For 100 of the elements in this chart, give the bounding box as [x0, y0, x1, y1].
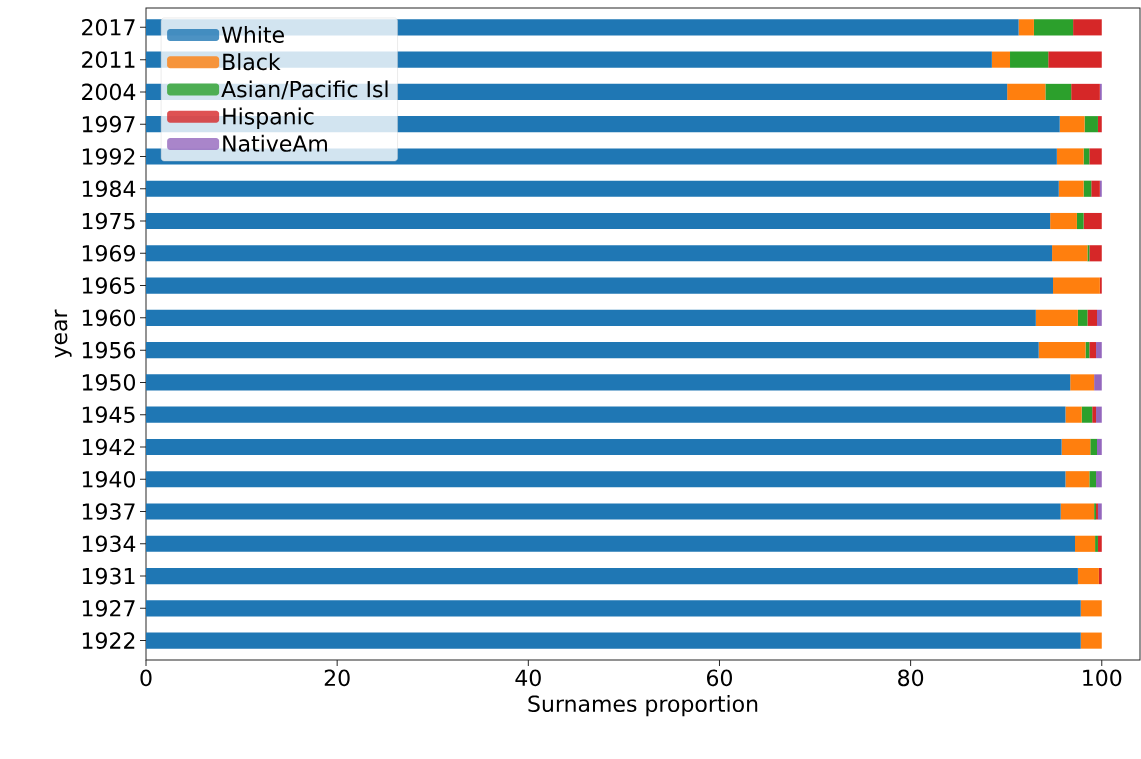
bar: [1084, 116, 1098, 133]
y-tick-label: 1942: [82, 438, 135, 456]
y-tick-label: 1940: [82, 470, 135, 488]
y-tick-label: 2011: [82, 51, 135, 68]
y-tick-label: 1984: [82, 180, 136, 198]
bar: [146, 245, 1053, 262]
bar: [1097, 503, 1102, 520]
bar: [1077, 309, 1088, 326]
bar: [1070, 374, 1095, 391]
bar: [1083, 212, 1102, 230]
x-tick-label: 0: [140, 669, 152, 687]
bar: [1059, 116, 1085, 133]
y-tick-label: 1922: [82, 632, 135, 649]
x-tick-label: 20: [324, 669, 350, 687]
x-axis-title: Surnames proportion: [528, 695, 758, 717]
bar: [146, 277, 1054, 294]
y-tick-label: 1950: [82, 374, 135, 391]
x-tick-label: 40: [515, 669, 541, 687]
bar: [1050, 212, 1077, 230]
bar: [146, 406, 1066, 423]
bar: [146, 212, 1051, 230]
bar: [1065, 471, 1090, 488]
bar: [1065, 406, 1082, 423]
bar: [1048, 51, 1102, 68]
bar: [146, 180, 1059, 197]
bar: [1096, 471, 1102, 488]
bar: [1080, 632, 1102, 649]
bar: [1097, 438, 1102, 456]
bar: [1035, 309, 1078, 326]
bar: [1097, 116, 1102, 133]
bar: [1053, 277, 1100, 294]
bar: [1061, 438, 1091, 456]
bar: [146, 600, 1081, 617]
bar: [1083, 180, 1092, 197]
bar: [1087, 309, 1097, 326]
bar: [1089, 148, 1102, 165]
bar: [1097, 309, 1102, 326]
y-tick-label: 1927: [82, 600, 135, 617]
bar: [146, 342, 1039, 359]
bar: [1033, 19, 1074, 36]
bar: [1056, 148, 1084, 165]
bar: [1010, 51, 1049, 68]
bar: [1071, 83, 1100, 100]
bar: [146, 535, 1076, 552]
y-axis-title: year: [54, 309, 72, 358]
bar: [1052, 245, 1088, 262]
bar: [1098, 568, 1102, 585]
bar: [1018, 19, 1034, 36]
bar: [1089, 245, 1102, 262]
bar: [1076, 212, 1084, 230]
bar: [1073, 19, 1102, 36]
legend-label: Hispanic: [223, 107, 314, 129]
bar: [1095, 535, 1098, 552]
y-tick-label: 1956: [82, 341, 136, 359]
bar: [1091, 180, 1100, 197]
bar: [1094, 374, 1102, 391]
y-tick-label: 1937: [82, 503, 135, 520]
bar: [1077, 568, 1099, 585]
legend-label: Asian/Pacific Isl: [221, 80, 388, 100]
bar: [1045, 83, 1072, 100]
legend-label: White: [221, 25, 284, 43]
y-tick-label: 1945: [82, 406, 135, 423]
bar: [146, 309, 1036, 326]
bar: [146, 471, 1066, 488]
bar: [1096, 342, 1102, 359]
y-tick-label: 1931: [82, 567, 135, 585]
bar: [146, 632, 1081, 649]
bar: [1090, 438, 1097, 456]
y-tick-label: 1997: [82, 115, 135, 133]
y-tick-label: 1934: [82, 535, 136, 553]
bar: [1007, 83, 1046, 100]
y-tick-label: 2017: [82, 19, 135, 36]
y-tick-label: 2004: [82, 83, 136, 101]
bar: [1060, 503, 1095, 520]
bar: [1038, 342, 1086, 359]
bar: [1058, 180, 1084, 197]
y-tick-label: 1975: [82, 212, 135, 230]
bar: [1092, 406, 1097, 423]
x-tick-label: 100: [1083, 669, 1122, 687]
bar: [991, 51, 1011, 68]
bar: [146, 568, 1078, 585]
bar: [1097, 535, 1102, 552]
bar: [1089, 471, 1097, 488]
bar: [1089, 342, 1097, 359]
y-tick-label: 1960: [82, 309, 135, 327]
x-tick-label: 80: [898, 669, 924, 687]
legend-label: Black: [223, 53, 281, 71]
bar: [1096, 406, 1102, 423]
y-tick-label: 1969: [82, 244, 135, 262]
bar: [1081, 406, 1093, 423]
y-tick-label: 1992: [82, 148, 135, 165]
bar: [1075, 535, 1096, 552]
bar: [146, 503, 1061, 520]
bar: [1083, 148, 1090, 165]
bar: [146, 374, 1071, 391]
bar: [1080, 600, 1102, 617]
bar: [146, 438, 1062, 456]
legend-label: NativeAm: [223, 134, 327, 152]
x-tick-label: 60: [707, 669, 732, 687]
y-tick-label: 1965: [82, 277, 135, 294]
